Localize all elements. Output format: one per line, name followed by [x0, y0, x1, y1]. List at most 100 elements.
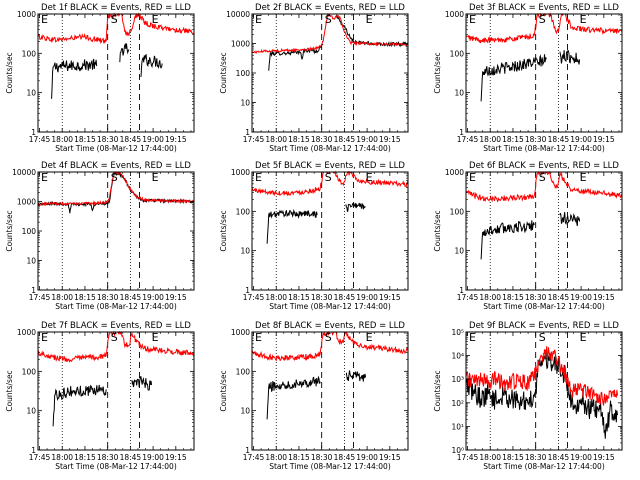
x-axis-label: Start Time (08-Mar-12 17:44:00): [483, 462, 605, 471]
x-tick-label: 19:00: [570, 453, 592, 462]
e-marker-label: E: [152, 331, 159, 344]
x-tick-label: 19:00: [356, 135, 378, 144]
e-marker-label: E: [580, 13, 587, 26]
x-tick-label: 19:00: [570, 293, 592, 302]
s-marker-label: S: [111, 331, 118, 344]
lld-series-line: [465, 346, 618, 406]
x-tick-label: 18:45: [120, 135, 142, 144]
events-series-line: [559, 212, 581, 227]
events-series-line: [268, 43, 324, 71]
e-marker-label: E: [580, 331, 587, 344]
events-series-line: [52, 384, 107, 427]
y-tick-label: 10: [454, 247, 464, 256]
plot-frame: [251, 331, 409, 451]
y-tick-label: 10000: [12, 168, 36, 177]
y-tick-label: 1: [31, 128, 36, 137]
x-tick-label: 18:15: [74, 135, 96, 144]
y-tick-label: 10¹: [451, 422, 464, 431]
x-tick-label: 18:00: [51, 135, 73, 144]
x-tick-label: 18:30: [311, 135, 333, 144]
x-tick-label: 19:15: [593, 135, 615, 144]
plot-frame: [251, 13, 409, 133]
events-series-line: [480, 54, 547, 102]
y-tick-label: 10: [26, 89, 36, 98]
y-tick-label: 10: [26, 257, 36, 266]
y-tick-label: 100: [236, 69, 251, 78]
y-tick-label: 1: [245, 128, 250, 137]
x-axis-label: Start Time (08-Mar-12 17:44:00): [55, 302, 177, 311]
y-tick-label: 1000: [17, 198, 36, 207]
plot-frame: [465, 331, 623, 451]
e-marker-label: E: [580, 171, 587, 184]
e-marker-label: E: [41, 13, 48, 26]
x-tick-label: 18:30: [311, 293, 333, 302]
y-tick-label: 10: [240, 247, 250, 256]
chart-title: Det 4f BLACK = Events, RED = LLD: [41, 161, 191, 171]
y-axis-label: Counts/sec: [219, 52, 228, 93]
y-tick-label: 10²: [451, 399, 464, 408]
e-marker-label: E: [366, 171, 373, 184]
e-marker-label: E: [41, 331, 48, 344]
x-tick-label: 18:15: [288, 135, 310, 144]
s-marker-label: S: [325, 331, 332, 344]
x-tick-label: 17:45: [29, 293, 51, 302]
x-tick-label: 18:30: [97, 453, 119, 462]
s-marker-label: S: [539, 331, 546, 344]
y-tick-label: 1000: [17, 328, 36, 337]
y-tick-label: 100: [236, 207, 251, 216]
x-tick-label: 18:45: [548, 453, 570, 462]
x-tick-label: 19:00: [356, 293, 378, 302]
x-tick-label: 18:15: [288, 293, 310, 302]
events-series-line: [119, 42, 130, 63]
y-tick-label: 1: [31, 446, 36, 455]
y-axis-label: Counts/sec: [433, 370, 442, 411]
x-tick-label: 18:45: [334, 453, 356, 462]
e-marker-label: E: [469, 331, 476, 344]
x-tick-label: 19:15: [379, 453, 401, 462]
y-tick-label: 1000: [445, 10, 464, 19]
e-marker-label: E: [152, 13, 159, 26]
y-tick-label: 1: [245, 286, 250, 295]
x-tick-label: 18:45: [334, 293, 356, 302]
x-axis-label: Start Time (08-Mar-12 17:44:00): [483, 302, 605, 311]
x-tick-label: 17:45: [243, 293, 265, 302]
chart-panel: E E S 1 10 100 1000 10000 17:45 18:00 18:15 18:30 18…: [5, 161, 195, 311]
x-tick-label: 18:45: [334, 135, 356, 144]
y-tick-label: 10⁵: [451, 328, 464, 337]
events-series-line: [266, 208, 318, 244]
e-marker-label: E: [255, 171, 262, 184]
e-marker-label: E: [469, 13, 476, 26]
lld-series-line: [465, 12, 623, 44]
x-axis-label: Start Time (08-Mar-12 17:44:00): [55, 144, 177, 153]
x-tick-label: 18:45: [548, 293, 570, 302]
s-marker-label: S: [111, 13, 118, 26]
y-axis-label: Counts/sec: [5, 210, 14, 251]
s-marker-label: S: [539, 13, 546, 26]
x-tick-label: 17:45: [457, 135, 479, 144]
y-tick-label: 1000: [231, 328, 250, 337]
x-tick-label: 18:30: [525, 453, 547, 462]
e-marker-label: E: [469, 171, 476, 184]
y-tick-label: 10000: [226, 10, 250, 19]
x-tick-label: 18:00: [479, 293, 501, 302]
events-series-line: [345, 370, 367, 382]
x-tick-label: 18:15: [74, 293, 96, 302]
events-series-line: [465, 349, 618, 439]
chart-title: Det 1f BLACK = Events, RED = LLD: [41, 3, 191, 13]
chart-panel: E E S 10⁰ 10¹ 10² 10³ 10⁴ 10⁵ 17:45 18:00 18:15 18:3…: [433, 321, 623, 471]
y-axis-label: Counts/sec: [219, 210, 228, 251]
x-axis-label: Start Time (08-Mar-12 17:44:00): [269, 462, 391, 471]
y-tick-label: 1000: [231, 168, 250, 177]
x-tick-label: 18:00: [265, 453, 287, 462]
y-tick-label: 10⁰: [451, 446, 464, 455]
x-axis-label: Start Time (08-Mar-12 17:44:00): [269, 144, 391, 153]
x-tick-label: 19:15: [379, 135, 401, 144]
y-axis-label: Counts/sec: [219, 370, 228, 411]
x-tick-label: 17:45: [457, 293, 479, 302]
y-tick-label: 1: [459, 128, 464, 137]
x-tick-label: 18:30: [525, 293, 547, 302]
events-series-line: [559, 50, 581, 65]
